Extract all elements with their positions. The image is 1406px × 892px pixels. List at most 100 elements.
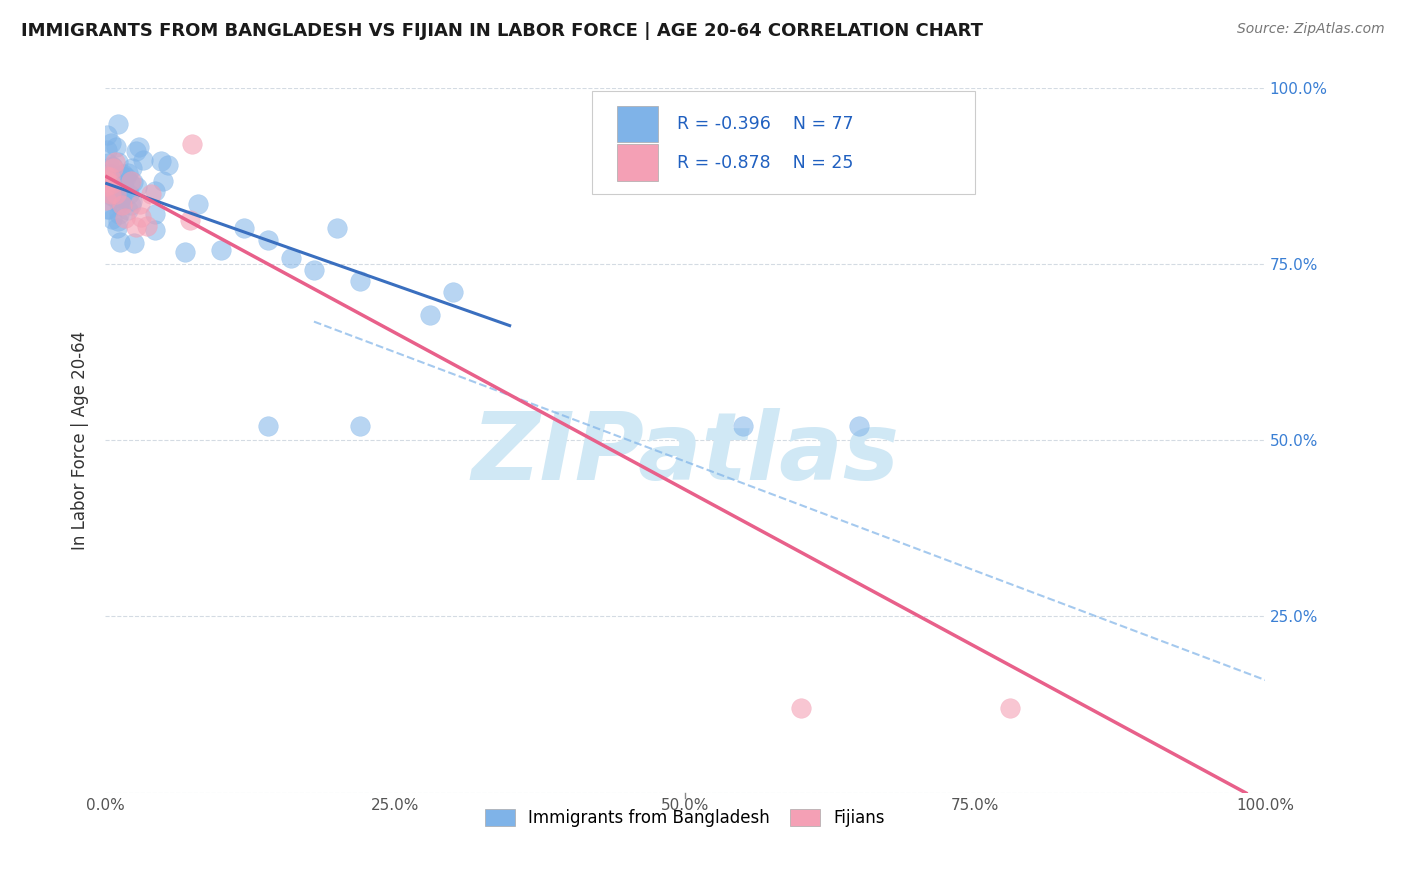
Text: R = -0.396    N = 77: R = -0.396 N = 77: [676, 115, 853, 133]
Point: [139, 186, 162, 201]
Point: [96, 128, 118, 143]
Point: [187, 196, 209, 211]
Point: [152, 174, 174, 188]
Point: [96, 175, 118, 189]
Point: [104, 185, 127, 199]
FancyBboxPatch shape: [592, 91, 974, 194]
Point: [117, 166, 139, 180]
Point: [96, 169, 118, 184]
Point: [110, 186, 132, 201]
Legend: Immigrants from Bangladesh, Fijians: Immigrants from Bangladesh, Fijians: [478, 802, 891, 834]
Point: [107, 117, 129, 131]
Point: [98, 169, 121, 184]
Point: [111, 167, 134, 181]
Point: [105, 184, 128, 198]
Point: [349, 419, 371, 434]
Point: [256, 419, 278, 434]
Point: [96, 178, 118, 193]
Point: [129, 197, 152, 211]
Point: [96, 172, 118, 186]
Point: [108, 207, 131, 221]
Point: [121, 194, 143, 209]
Point: [98, 186, 121, 201]
Point: [107, 155, 129, 169]
Point: [103, 181, 125, 195]
Text: Source: ZipAtlas.com: Source: ZipAtlas.com: [1237, 22, 1385, 37]
Point: [256, 233, 278, 247]
Point: [110, 197, 132, 211]
Point: [848, 419, 870, 434]
Point: [441, 285, 464, 300]
FancyBboxPatch shape: [617, 105, 658, 142]
Point: [104, 181, 127, 195]
Point: [280, 251, 302, 265]
Point: [115, 169, 138, 184]
Point: [118, 187, 141, 202]
Point: [143, 184, 166, 198]
Point: [110, 168, 132, 182]
Point: [96, 193, 118, 207]
Point: [104, 187, 127, 202]
Point: [96, 143, 118, 157]
Point: [125, 180, 148, 194]
Point: [98, 166, 121, 180]
Point: [181, 137, 204, 152]
Point: [105, 169, 128, 183]
Point: [105, 189, 128, 203]
Point: [790, 701, 813, 715]
Point: [209, 243, 232, 257]
Point: [349, 274, 371, 288]
Point: [998, 701, 1021, 715]
Point: [156, 157, 179, 171]
Point: [110, 197, 132, 211]
Point: [125, 220, 148, 235]
Point: [104, 154, 127, 169]
Point: [136, 219, 159, 233]
Point: [114, 211, 136, 226]
Point: [108, 235, 131, 249]
Point: [97, 156, 120, 170]
Point: [419, 309, 441, 323]
Point: [128, 140, 150, 154]
Point: [100, 177, 122, 191]
Point: [145, 223, 167, 237]
Point: [110, 189, 132, 203]
Point: [104, 187, 127, 202]
Point: [104, 190, 127, 204]
Point: [326, 220, 349, 235]
Point: [101, 159, 124, 173]
Point: [101, 160, 124, 174]
Point: [100, 136, 122, 150]
Text: ZIPatlas: ZIPatlas: [471, 409, 898, 500]
Point: [129, 211, 152, 225]
Point: [100, 186, 122, 201]
Point: [101, 161, 124, 175]
Point: [122, 236, 145, 251]
Point: [121, 161, 143, 175]
Point: [120, 198, 142, 212]
Point: [143, 207, 166, 221]
FancyBboxPatch shape: [617, 145, 658, 181]
Point: [105, 220, 128, 235]
Point: [150, 153, 173, 168]
Point: [96, 173, 118, 187]
Point: [98, 202, 121, 216]
Point: [125, 144, 148, 158]
Y-axis label: In Labor Force | Age 20-64: In Labor Force | Age 20-64: [72, 331, 89, 549]
Text: R = -0.878    N = 25: R = -0.878 N = 25: [676, 153, 853, 171]
Point: [233, 221, 256, 235]
Point: [731, 419, 754, 434]
Point: [96, 202, 118, 216]
Point: [107, 197, 129, 211]
Point: [132, 153, 155, 167]
Point: [101, 212, 124, 227]
Point: [107, 181, 129, 195]
Point: [111, 187, 134, 202]
Text: IMMIGRANTS FROM BANGLADESH VS FIJIAN IN LABOR FORCE | AGE 20-64 CORRELATION CHAR: IMMIGRANTS FROM BANGLADESH VS FIJIAN IN …: [21, 22, 983, 40]
Point: [122, 176, 145, 190]
Point: [96, 185, 118, 199]
Point: [100, 188, 122, 202]
Point: [117, 202, 139, 217]
Point: [107, 213, 129, 227]
Point: [96, 174, 118, 188]
